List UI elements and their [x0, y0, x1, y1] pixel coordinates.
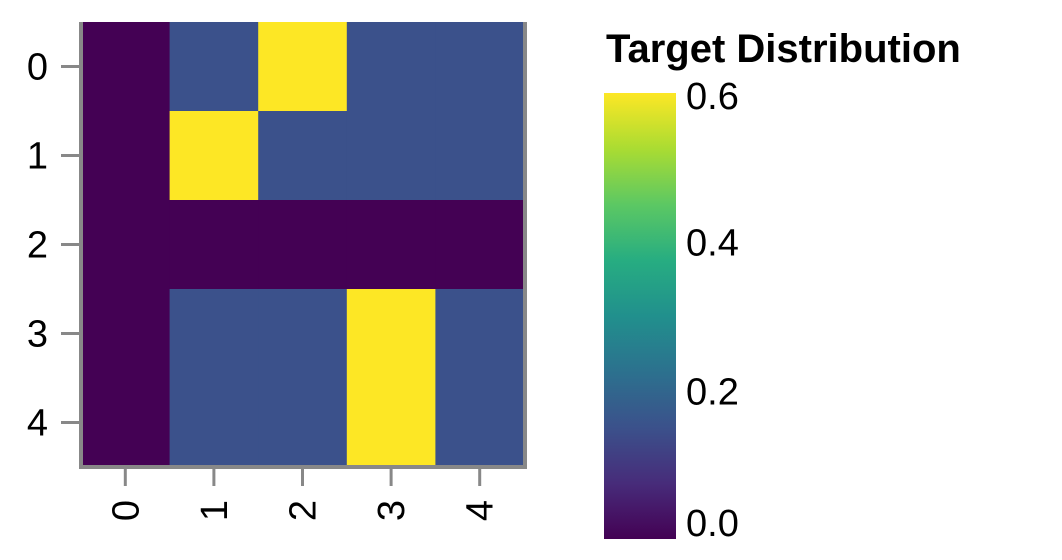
x-tick-label: 3: [371, 500, 413, 521]
y-tick-label: 0: [27, 47, 48, 89]
heatmap-cell-r2-c1: [169, 200, 259, 290]
heatmap-cell-r1-c3: [346, 111, 436, 201]
y-tick-label: 3: [27, 314, 48, 356]
heatmap-cell-r0-c2: [258, 22, 348, 112]
heatmap-cell-r1-c4: [435, 111, 525, 201]
y-tick-label: 1: [27, 136, 48, 178]
colorbar-legend: Target Distribution 0.0 0.2 0.4 0.6: [604, 27, 961, 545]
heatmap-cell-r2-c2: [258, 200, 348, 290]
x-tick-label: 2: [283, 500, 325, 521]
colorbar-tick-label: 0.2: [686, 371, 739, 413]
heatmap-cell-r3-c4: [435, 289, 525, 379]
y-tick-label: 2: [27, 225, 48, 267]
heatmap-cell-r4-c0: [81, 378, 171, 468]
colorbar-tick-label: 0.4: [686, 223, 739, 265]
colorbar-tick-label: 0.6: [686, 76, 739, 118]
heatmap-cell-r3-c0: [81, 289, 171, 379]
heatmap-cell-r1-c1: [169, 111, 259, 201]
colorbar-gradient: [604, 93, 676, 539]
axis-ticks: 0 1 2 3 4 0 1 2 3 4: [27, 47, 502, 522]
colorbar-title: Target Distribution: [606, 27, 961, 71]
heatmap-cell-r3-c1: [169, 289, 259, 379]
heatmap-cell-r4-c1: [169, 378, 259, 468]
heatmap-cell-r1-c0: [81, 111, 171, 201]
heatmap-cell-r0-c4: [435, 22, 525, 112]
x-tick-label: 1: [194, 500, 236, 521]
heatmap-cells: [81, 22, 525, 468]
heatmap-cell-r2-c4: [435, 200, 525, 290]
heatmap-cell-r0-c1: [169, 22, 259, 112]
colorbar-tick-label: 0.0: [686, 503, 739, 545]
heatmap-cell-r2-c3: [346, 200, 436, 290]
heatmap-cell-r4-c3: [346, 378, 436, 468]
y-tick-label: 4: [27, 403, 48, 445]
heatmap-cell-r2-c0: [81, 200, 171, 290]
x-tick-label: 0: [105, 500, 147, 521]
heatmap-cell-r1-c2: [258, 111, 348, 201]
heatmap-cell-r4-c2: [258, 378, 348, 468]
heatmap-cell-r0-c3: [346, 22, 436, 112]
x-tick-label: 4: [460, 500, 502, 521]
heatmap-cell-r3-c2: [258, 289, 348, 379]
heatmap-cell-r0-c0: [81, 22, 171, 112]
heatmap-cell-r4-c4: [435, 378, 525, 468]
heatmap-cell-r3-c3: [346, 289, 436, 379]
